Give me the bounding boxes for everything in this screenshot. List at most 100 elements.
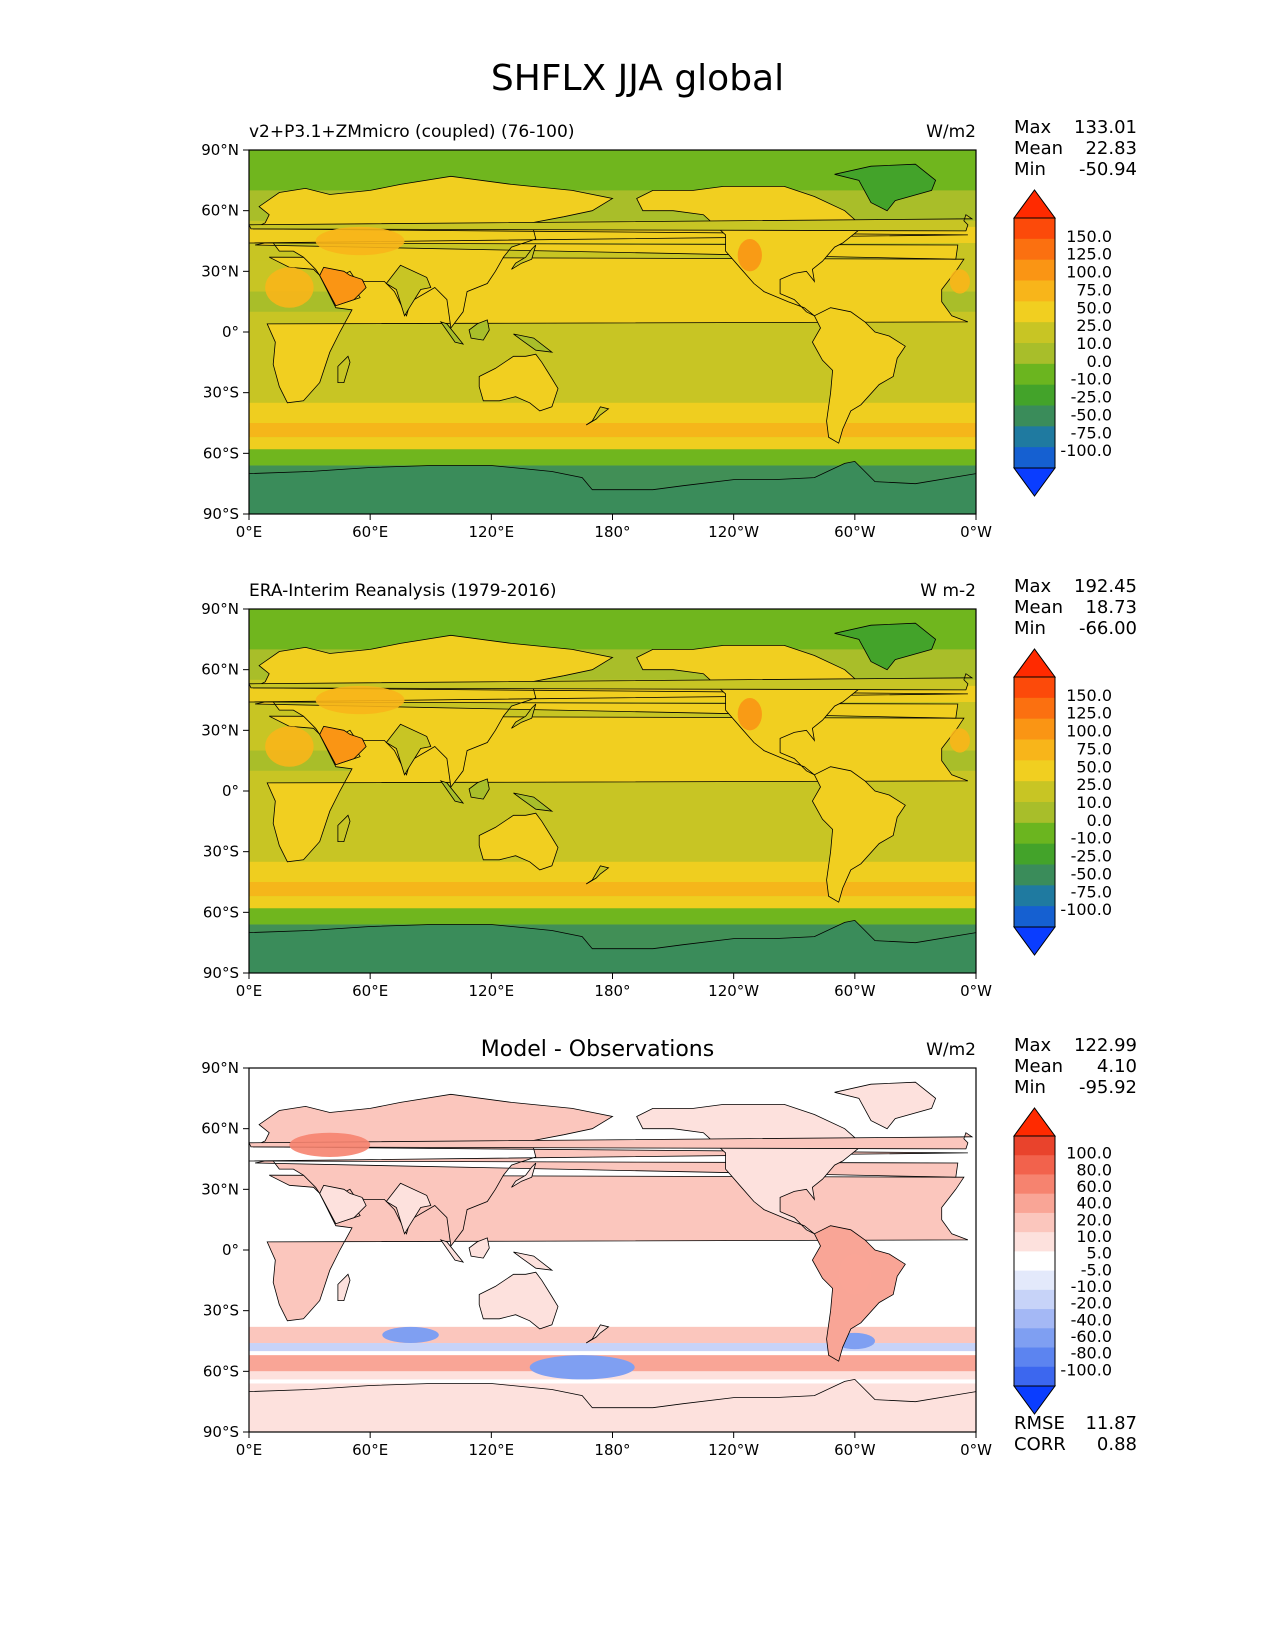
y-tick-label: 30°N: [201, 262, 239, 280]
land-newguinea: [513, 333, 554, 353]
colorbar-segment: [1014, 1155, 1055, 1175]
colorbar-segment: [1014, 802, 1055, 824]
stat-value: 4.10: [1097, 1056, 1137, 1077]
land-newguinea: [513, 1251, 554, 1271]
land-sumatra: [439, 321, 465, 345]
colorbar-segment: [1014, 760, 1055, 782]
colorbar-label: 0.0: [1087, 811, 1112, 830]
x-tick-label: 120°W: [708, 1441, 759, 1459]
colorbar-label: 80.0: [1076, 1160, 1112, 1179]
colorbar-label: 150.0: [1066, 227, 1112, 246]
colorbar-arrow-bottom: [1013, 467, 1056, 497]
colorbar-segment: [1014, 301, 1055, 323]
y-tick-label: 60°S: [203, 444, 239, 462]
colorbar-arrow-top: [1013, 189, 1056, 219]
colorbar-label: -50.0: [1071, 864, 1112, 883]
panel-title: Model - Observations: [481, 1037, 714, 1062]
x-tick-label: 120°E: [469, 982, 515, 1000]
hotspot: [315, 226, 405, 256]
colorbar-segment: [1014, 781, 1055, 803]
x-tick-label: 180°: [594, 523, 630, 541]
colorbar-segment: [1014, 906, 1055, 928]
hotspot: [265, 726, 314, 767]
land-japan: [511, 244, 537, 270]
colorbar: 150.0125.0100.075.050.025.010.00.0-10.0-…: [1013, 648, 1112, 956]
land-antarctica: [249, 919, 976, 973]
colorbar-label: -60.0: [1071, 1327, 1112, 1346]
hotspot: [315, 685, 405, 715]
land-borneo: [468, 319, 490, 341]
stat-label: RMSE: [1014, 1413, 1065, 1434]
land-arabia: [319, 1184, 367, 1225]
colorbar-frame: [1013, 1135, 1056, 1387]
stat-value: -95.92: [1079, 1077, 1137, 1098]
stats-block: Max 133.01 Mean 22.83 Min -50.94: [1014, 117, 1137, 180]
land-borneo: [468, 778, 490, 800]
negative-anomaly: [529, 1355, 635, 1380]
colorbar-label: 100.0: [1066, 1144, 1112, 1163]
y-tick-label: 90°N: [201, 1059, 239, 1077]
panel-model: 0°E 60°E 120°E 180° 120°W 60°W 0°W 90°N 60°N 30°N…: [201, 117, 1137, 541]
hotspot: [838, 1254, 871, 1295]
stat-label: CORR: [1014, 1434, 1066, 1455]
stat-value: 18.73: [1085, 597, 1137, 618]
colorbar-segment: [1014, 843, 1055, 865]
colorbar-segment: [1014, 822, 1055, 845]
land-nz: [585, 406, 610, 426]
stats-block: Max 192.45 Mean 18.73 Min -66.00: [1014, 576, 1137, 639]
colorbar-segment: [1014, 677, 1055, 699]
hotspot: [265, 267, 314, 308]
stat-label: Max: [1014, 117, 1052, 138]
ocean-band: [249, 437, 976, 450]
colorbar-segment: [1014, 1212, 1055, 1233]
land-india: [385, 264, 432, 317]
land-uk: [249, 673, 974, 691]
colorbar-label: 5.0: [1087, 1244, 1112, 1263]
land-uk: [249, 1132, 974, 1150]
stat-label: Mean: [1014, 138, 1063, 159]
colorbar-arrow-bottom: [1013, 926, 1056, 956]
x-tick-label: 0°W: [960, 1441, 992, 1459]
colorbar-label: 75.0: [1076, 739, 1112, 758]
stats-block: Max 122.99 Mean 4.10 Min -95.92 RMSE 11.87 CORR 0…: [1014, 1035, 1137, 1455]
colorbar-frame: [1013, 676, 1056, 928]
land-india: [385, 1182, 432, 1235]
colorbar-segment: [1014, 238, 1055, 261]
y-tick-label: 0°: [222, 782, 239, 800]
colorbar-label: 60.0: [1076, 1177, 1112, 1196]
hotspot: [737, 238, 762, 272]
colorbar-label: 125.0: [1066, 704, 1112, 723]
colorbar-label: -100.0: [1060, 1360, 1112, 1379]
colorbar-label: 0.0: [1087, 352, 1112, 371]
land-madagascar: [337, 355, 351, 384]
colorbar-segment: [1014, 739, 1055, 761]
stat-label: Min: [1014, 159, 1046, 180]
land-arabia: [319, 266, 367, 307]
land-uk: [249, 214, 974, 232]
colorbar-segment: [1014, 384, 1055, 406]
ocean-band: [249, 882, 976, 897]
hotspot: [289, 1132, 371, 1157]
colorbar-label: 10.0: [1076, 1227, 1112, 1246]
y-tick-label: 30°S: [203, 384, 239, 402]
colorbar-label: -25.0: [1071, 847, 1112, 866]
colorbar-label: -100.0: [1060, 900, 1112, 919]
stat-label: Mean: [1014, 1056, 1063, 1077]
land-sumatra: [439, 780, 465, 804]
land-nz: [585, 865, 610, 885]
land-greenland: [834, 622, 937, 671]
x-tick-label: 60°E: [352, 982, 388, 1000]
colorbar-label: -25.0: [1071, 388, 1112, 407]
land-japan: [511, 703, 537, 729]
x-tick-label: 120°E: [469, 1441, 515, 1459]
map-area: [249, 609, 976, 973]
colorbar-segment: [1014, 1309, 1055, 1329]
y-tick-label: 0°: [222, 323, 239, 341]
ocean-band: [249, 861, 976, 882]
colorbar-segment: [1014, 1232, 1055, 1252]
y-tick-label: 90°S: [203, 505, 239, 523]
hotspot: [949, 728, 970, 753]
land-madagascar: [337, 1273, 351, 1301]
colorbar-label: 40.0: [1076, 1194, 1112, 1213]
colorbar-segment: [1014, 218, 1055, 240]
